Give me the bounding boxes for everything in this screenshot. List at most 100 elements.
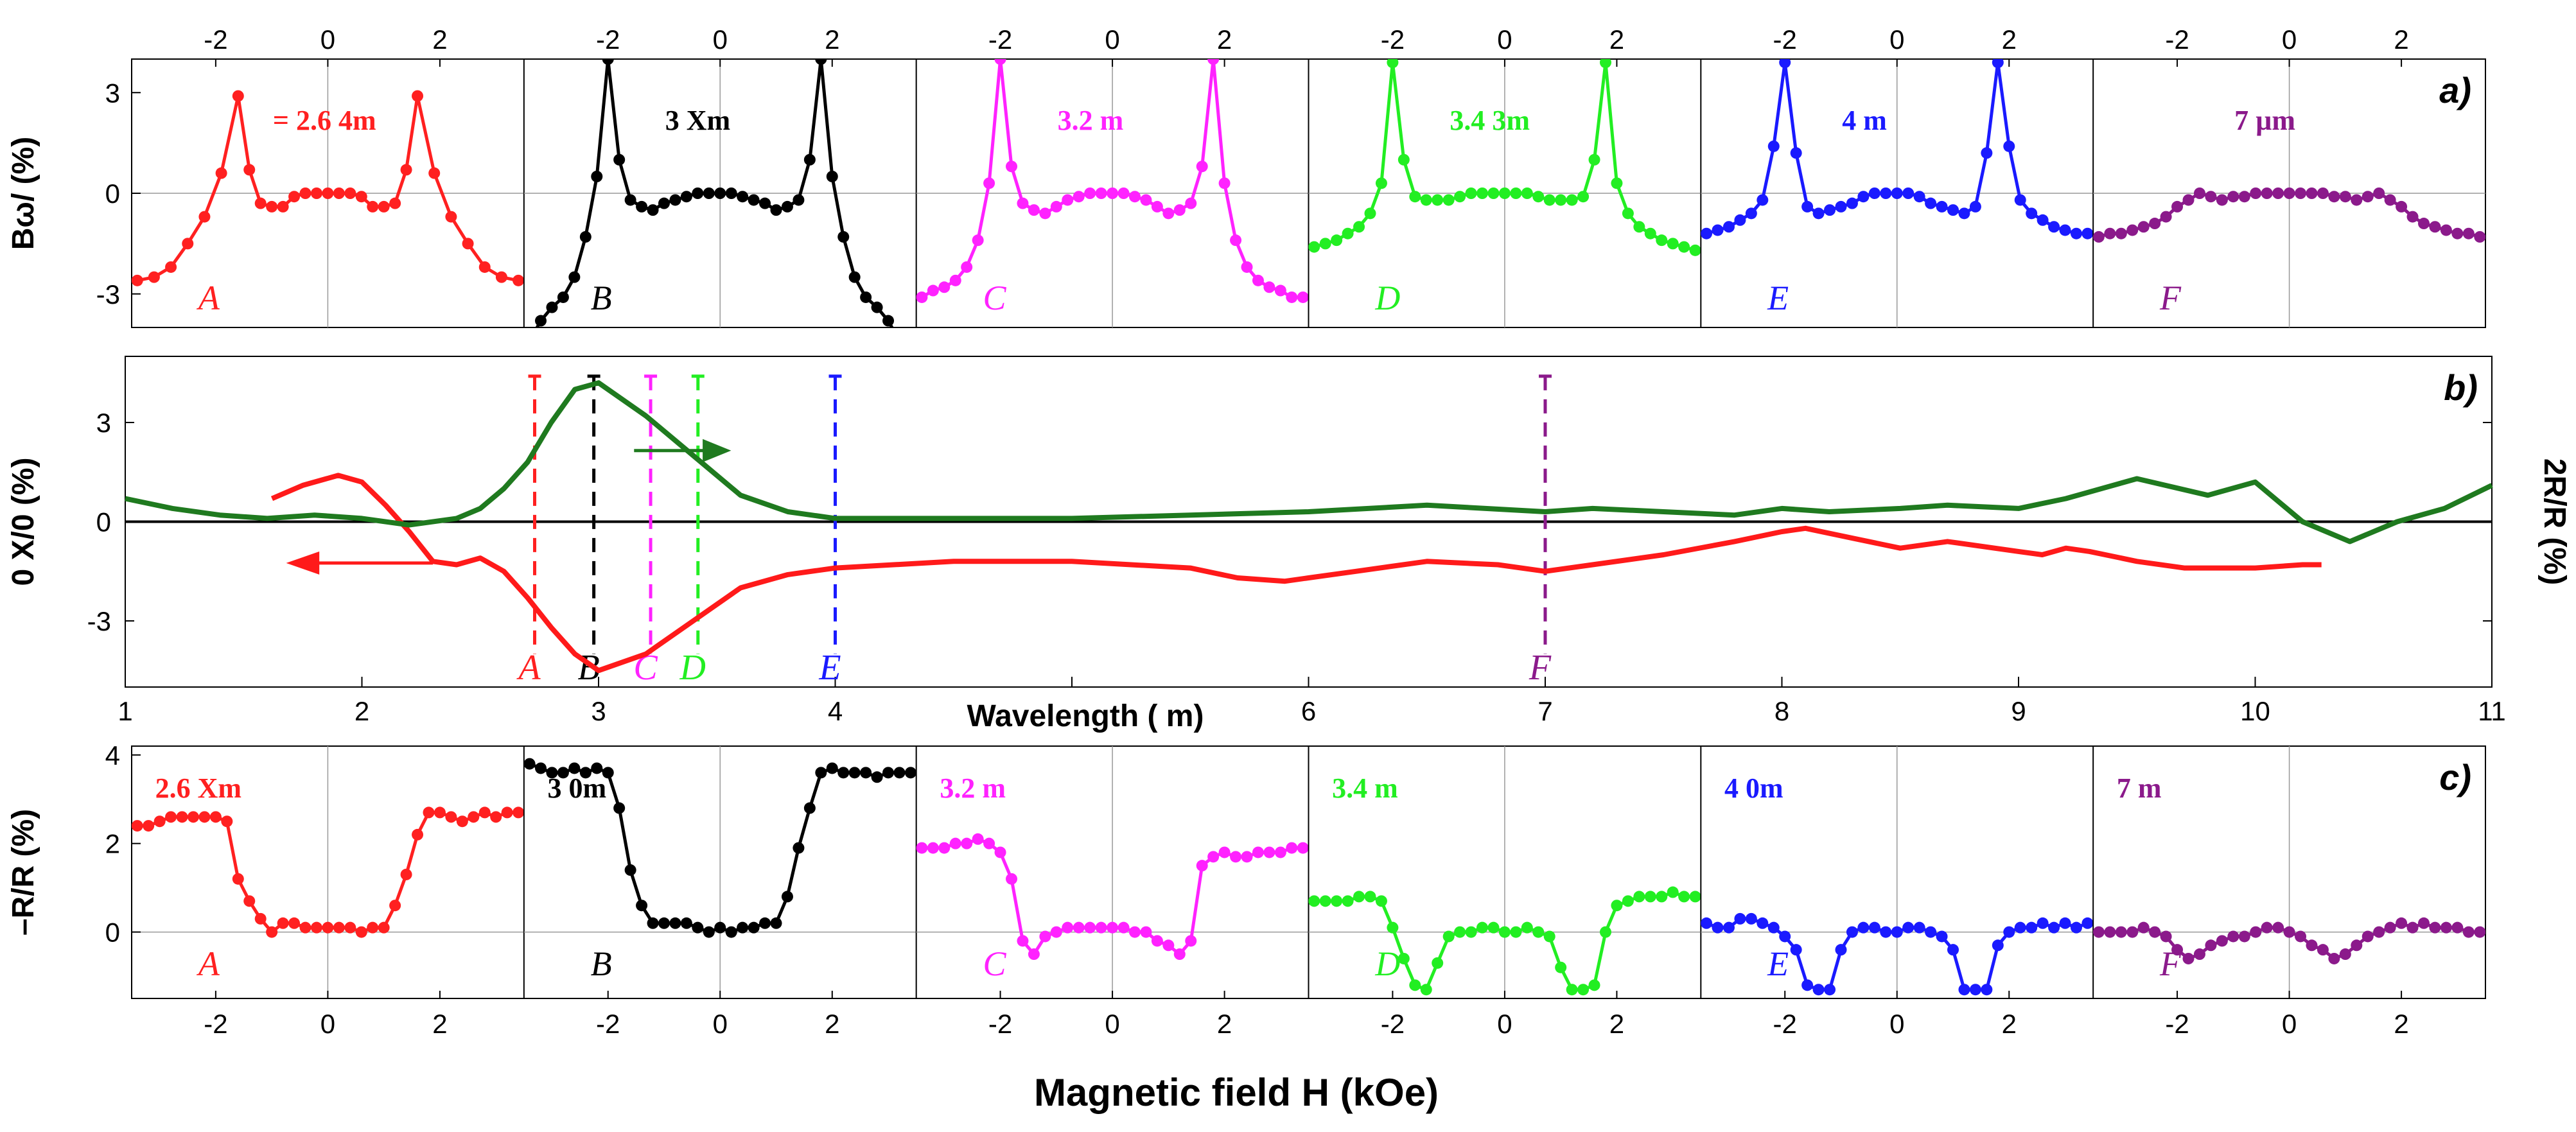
row-c-point-A [198,811,211,823]
row-c-point-E [1779,930,1791,943]
row-c-point-B [793,842,805,854]
row-c-point-F [2361,930,2374,943]
row-a-point-F [2093,231,2105,243]
row-a-point-E [1757,194,1769,206]
row-a-point-B [669,194,681,206]
row-c-point-F [2093,926,2105,938]
row-a-point-A [412,90,424,102]
row-c-point-F [2261,921,2273,934]
row-a-point-E [1835,200,1847,213]
row-c-point-A [468,811,480,823]
row-c-point-F [2182,952,2195,964]
row-c-point-B [871,771,883,783]
row-a-point-B [636,200,648,213]
row-a-point-F [2149,218,2161,230]
row-c-sample-letter-A: A [197,945,220,983]
row-c-point-E [1925,926,1937,938]
row-a-x-tick-label: 0 [713,24,728,55]
row-c-point-B [636,900,648,912]
row-a-point-A [344,187,356,199]
row-a-point-E [1722,221,1735,233]
row-c-point-E [1734,912,1746,925]
row-a-point-F [2216,194,2228,206]
row-a-point-F [2373,187,2385,199]
row-a-point-A [266,200,278,213]
row-a-point-C [916,291,928,303]
row-c-x-tick-label: 0 [1105,1009,1119,1039]
row-a-point-C [949,274,961,286]
row-c-point-C [1274,846,1286,858]
row-c-point-F [2104,926,2116,938]
row-a-point-F [2261,187,2273,199]
row-c-point-F [2205,939,2217,952]
row-c-point-D [1566,984,1578,996]
row-c-panel-E: -2 0 2 4 0m E [1700,746,2094,1039]
row-a-x-tick-label: 0 [1889,24,1904,55]
row-c-point-A [299,921,311,934]
row-c-point-D [1387,921,1399,934]
row-a-point-C [1073,191,1085,203]
row-a-point-A [232,90,244,102]
row-c-point-F [2283,926,2295,938]
row-c-point-E [1835,944,1847,956]
row-a-point-A [310,187,322,199]
row-c-point-E [1846,926,1858,938]
row-a-point-E [1745,207,1757,220]
row-c-point-F [2328,952,2340,964]
row-a-point-B [837,231,850,243]
row-a-point-A [322,187,334,199]
row-a-x-tick-label: -2 [1381,24,1405,55]
row-a-point-E [1790,147,1802,159]
row-a-point-D [1543,194,1555,206]
row-b-left-y-axis-label: 0 X/0 (%) [6,457,40,586]
row-a-x-tick-label: 2 [2394,24,2408,55]
row-a-point-F [2384,194,2396,206]
row-c-point-D [1487,921,1500,934]
row-c-point-C [1162,939,1175,952]
row-a-point-F [2272,187,2284,199]
row-a-x-tick-label: 0 [1105,24,1119,55]
row-a-panel-A: -2 0 2 = 2.6 4m A [132,24,524,327]
row-c-point-A [209,811,222,823]
row-c-point-E [1701,917,1713,929]
row-a-x-tick-label: 2 [1217,24,1232,55]
row-a-point-D [1577,191,1590,203]
row-a-series-D [1308,59,1701,256]
row-a-point-D [1432,194,1444,206]
row-c-sample-letter-B: B [591,945,612,983]
row-a-point-B [546,301,558,313]
row-a-point-A [254,197,267,209]
row-a-field-curves: -2 0 2 = 2.6 4m A -2 0 2 3 Xm B -2 0 2 3.2 m C -2 0 2 3.4 … [6,24,2486,328]
row-c-annotation-D: 3.4 m [1332,772,1398,804]
row-c-point-C [1173,948,1186,961]
row-b-x-tick-label: 6 [1301,696,1316,726]
row-a-point-C [994,59,1006,65]
row-a-panel-C: -2 0 2 3.2 m C [915,24,1309,327]
row-c-point-E [1981,984,1993,996]
row-c-sample-letter-F: F [2159,945,2182,983]
row-c-point-C [916,842,928,854]
row-a-point-A [400,164,412,176]
row-c-sample-letter-C: C [983,945,1007,983]
row-a-point-A [215,167,227,179]
row-a-point-A [182,238,194,250]
row-c-annotation-A: 2.6 Xm [155,772,241,804]
row-c-x-tick-label: -2 [204,1009,227,1039]
row-a-annotation-D: 3.4 3m [1450,105,1530,136]
row-a-point-F [2115,227,2127,239]
row-a-point-C [1207,59,1220,65]
row-a-series-C [916,59,1309,303]
row-c-point-E [1902,921,1914,934]
row-c-point-B [737,921,749,934]
row-a-point-D [1566,194,1578,206]
row-c-point-D [1667,886,1679,898]
row-a-point-B [680,191,692,203]
row-a-series-E [1701,59,2094,239]
row-a-point-C [1028,204,1040,216]
row-c-point-A [254,912,267,925]
row-c-point-C [1230,851,1242,863]
row-c-point-C [1062,921,1074,934]
row-a-point-C [927,284,939,297]
row-a-point-C [1050,200,1062,213]
row-a-point-E [1801,200,1814,213]
